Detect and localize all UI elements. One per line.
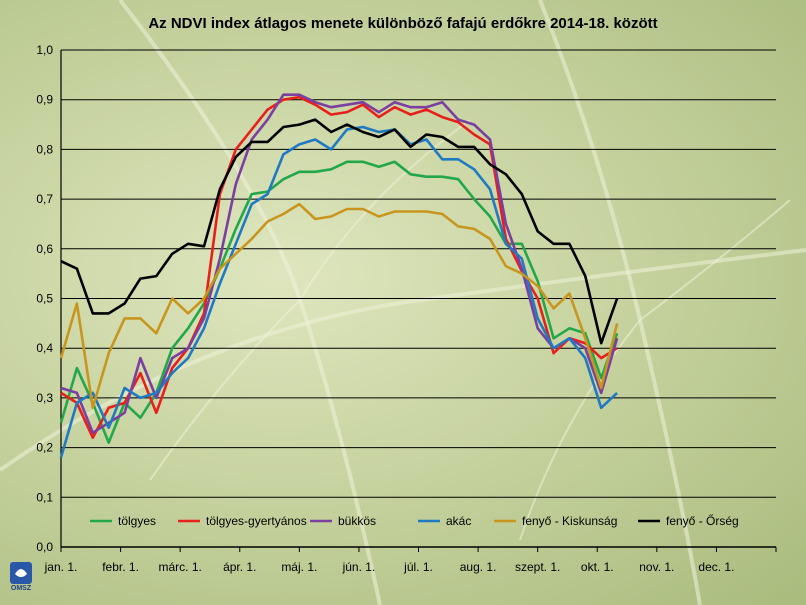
legend-label: akác (446, 514, 471, 528)
x-tick-label: jan. 1. (44, 560, 78, 574)
y-tick-label: 0,5 (36, 292, 53, 306)
x-tick-label: márc. 1. (158, 560, 201, 574)
x-tick-label: jún. 1. (342, 560, 376, 574)
legend-label: tölgyes (118, 514, 156, 528)
y-tick-label: 0,9 (36, 93, 53, 107)
y-tick-label: 0,8 (36, 142, 53, 156)
x-tick-label: máj. 1. (281, 560, 317, 574)
chart-title: Az NDVI index átlagos menete különböző f… (148, 15, 657, 32)
x-tick-label: nov. 1. (639, 560, 674, 574)
y-tick-label: 1,0 (36, 43, 53, 57)
leaf-vein (299, 119, 471, 301)
y-tick-label: 0,1 (36, 490, 53, 504)
x-tick-label: okt. 1. (581, 560, 614, 574)
x-tick-label: dec. 1. (698, 560, 734, 574)
legend-label: bükkös (338, 514, 376, 528)
series-line-3 (60, 93, 619, 435)
series-line-1 (59, 160, 619, 444)
series-lines (59, 93, 619, 458)
x-tick-label: febr. 1. (102, 560, 139, 574)
legend: tölgyes tölgyes-gyertyános bükkös akác fenyő… (90, 513, 739, 528)
leaf-vein (149, 299, 301, 481)
y-tick-label: 0,3 (36, 391, 53, 405)
leaf-vein (639, 199, 791, 321)
leaf-vein (519, 319, 641, 541)
y-tick-label: 0,2 (36, 441, 53, 455)
x-tick-label: júl. 1. (403, 560, 433, 574)
leaf-vein (0, 248, 806, 472)
y-tick-label: 0,6 (36, 242, 53, 256)
gridlines (61, 49, 776, 498)
axes (60, 50, 776, 548)
omsz-logo: OMSZ (10, 562, 32, 592)
series-line-4 (59, 125, 618, 458)
series-line-6 (60, 118, 619, 345)
x-tick-label: aug. 1. (460, 560, 497, 574)
y-tick-label: 0,0 (36, 540, 53, 554)
legend-label: tölgyes-gyertyános (206, 514, 307, 528)
x-tick-label: szept. 1. (515, 560, 560, 574)
y-tick-label: 0,4 (36, 341, 53, 355)
legend-label: fenyő - Őrség (666, 513, 739, 528)
legend-label: fenyő - Kiskunság (522, 514, 617, 528)
y-tick-label: 0,7 (36, 192, 53, 206)
x-tick-label: ápr. 1. (223, 560, 256, 574)
y-axis-ticks: 0,0 0,1 0,2 0,3 0,4 0,5 0,6 0,7 0,8 0,9 1,0 (36, 43, 53, 554)
series-line-5 (59, 202, 619, 410)
x-axis-ticks: jan. 1. febr. 1. márc. 1. ápr. 1. máj. 1. jún… (44, 547, 777, 574)
omsz-logo-text: OMSZ (11, 585, 32, 592)
